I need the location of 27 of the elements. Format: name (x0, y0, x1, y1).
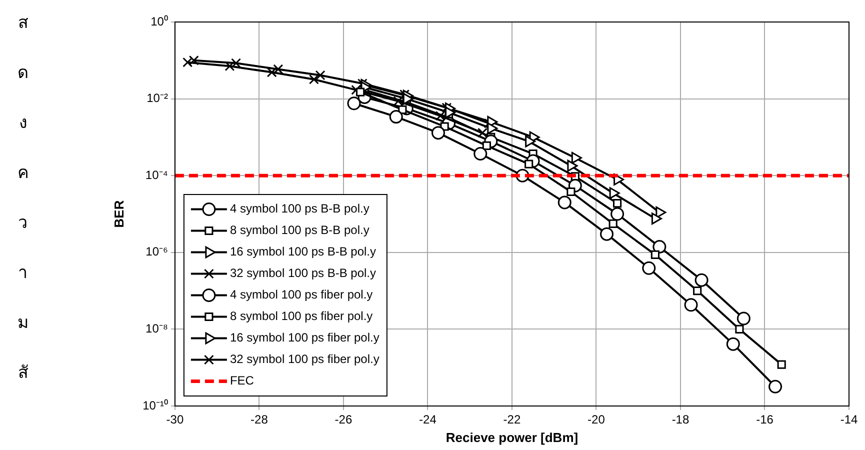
x-tick-label: -18 (672, 412, 690, 427)
x-tick-label: -20 (588, 412, 606, 427)
legend-label: 4 symbol 100 ps fiber pol.y (230, 288, 373, 302)
x-tick-label: -30 (166, 412, 184, 427)
y-tick-label: 10⁻¹⁰ (142, 398, 168, 412)
y-tick-label: 10⁻⁴ (145, 168, 168, 182)
legend-label: FEC (230, 374, 254, 388)
legend-label: 8 symbol 100 ps B-B pol.y (230, 223, 370, 238)
legend-label: 32 symbol 100 ps fiber pol.y (230, 352, 380, 366)
legend-label: 16 symbol 100 ps fiber pol.y (230, 330, 380, 345)
legend-label: 8 symbol 100 ps fiber pol.y (230, 309, 373, 324)
y-tick-label: 10⁻⁶ (146, 244, 168, 259)
x-tick-label: -14 (840, 412, 858, 427)
x-tick-label: -24 (419, 412, 437, 427)
legend-label: 16 symbol 100 ps B-B pol.y (230, 244, 376, 259)
y-tick-label: 10⁰ (150, 14, 168, 28)
x-tick-label: -26 (334, 412, 352, 427)
y-axis-title: BER (111, 200, 126, 228)
legend-label: 32 symbol 100 ps B-B pol.y (230, 266, 376, 280)
text: สดงความสั (18, 13, 28, 383)
legend-label: 4 symbol 100 ps B-B pol.y (230, 202, 370, 216)
x-tick-label: -22 (503, 412, 521, 427)
x-axis-title: Recieve power [dBm] (446, 430, 578, 445)
x-tick-label: -16 (756, 412, 774, 427)
y-tick-label: 10⁻⁸ (146, 322, 168, 336)
y-tick-label: 10⁻² (146, 91, 168, 106)
x-tick-label: -28 (250, 412, 268, 427)
